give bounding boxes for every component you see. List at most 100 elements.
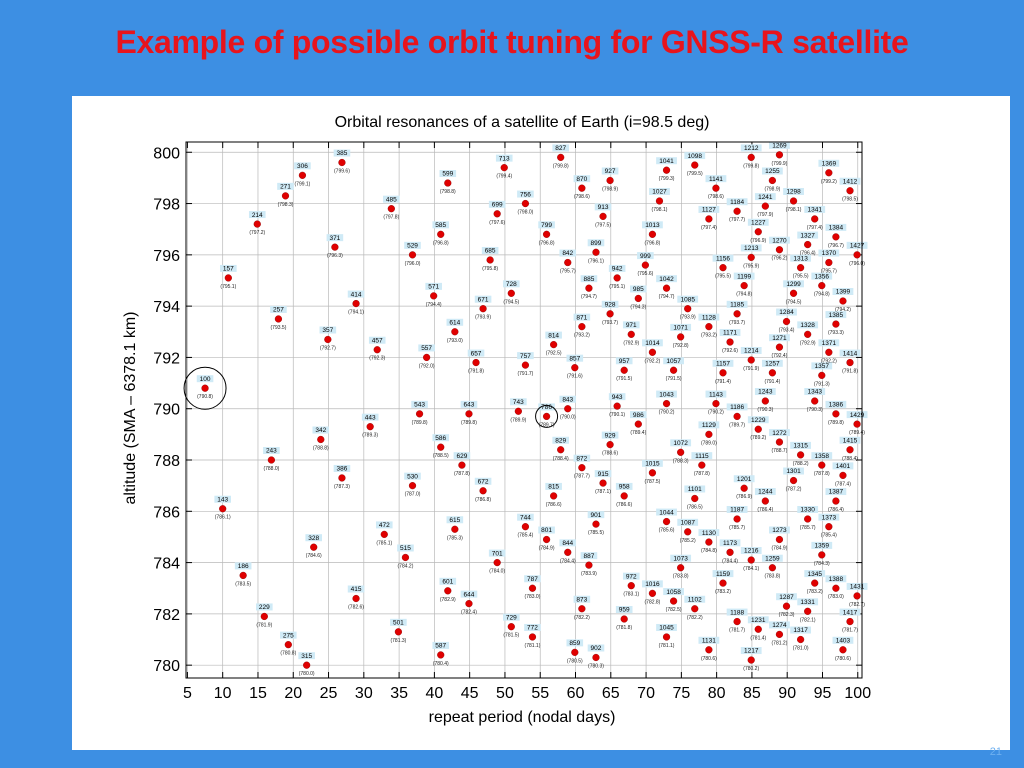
point-altitude-label: (786.4) — [757, 507, 773, 513]
data-point — [500, 164, 508, 172]
data-point — [677, 448, 685, 456]
data-point-group: 701 (784.0) — [488, 549, 506, 575]
point-altitude-label: (788.8) — [313, 445, 329, 451]
point-label: 586 — [435, 435, 446, 442]
data-point-group: 1270 (796.2) — [769, 236, 790, 262]
point-label-box — [790, 254, 812, 262]
point-label: 629 — [456, 453, 467, 460]
point-label-box — [559, 539, 577, 547]
point-label-box — [220, 264, 237, 272]
data-point-group: 999 (795.6) — [637, 252, 654, 277]
point-label-box — [312, 426, 330, 434]
point-altitude-label: (789.2) — [750, 435, 766, 441]
point-altitude-label: (789.3) — [362, 433, 378, 439]
data-point — [705, 538, 713, 546]
point-label: 1356 — [815, 273, 830, 280]
data-point — [224, 274, 232, 282]
point-label-box — [375, 521, 393, 529]
data-point — [521, 361, 530, 369]
x-tick-label: 40 — [425, 685, 443, 702]
data-point — [253, 220, 261, 228]
point-altitude-label: (793.9) — [475, 315, 491, 321]
point-label: 1188 — [730, 609, 744, 616]
axis-ticks: 5 10 15 20 25 30 35 40 45 50 55 60 65 70 75 80 85 90 95 100… — [153, 142, 871, 702]
data-point — [592, 653, 600, 662]
point-label-box — [333, 464, 351, 472]
point-label-box — [761, 554, 783, 562]
point-label-box — [832, 636, 854, 644]
point-label-box — [608, 393, 626, 401]
point-label-box — [740, 647, 762, 655]
data-point — [832, 320, 840, 328]
point-label-box — [404, 241, 421, 249]
y-axis-label: altitude (SMA – 6378.1 km) — [122, 312, 139, 505]
data-point-group: 1341 (797.4) — [804, 205, 826, 231]
point-altitude-label: (790.3) — [757, 407, 773, 413]
data-point — [768, 176, 776, 185]
point-label: 787 — [527, 576, 538, 583]
data-point — [557, 153, 565, 161]
point-label: 1058 — [666, 589, 681, 596]
data-point-group: 644 (782.4) — [460, 590, 478, 616]
data-point — [825, 348, 833, 356]
data-point — [775, 438, 784, 446]
point-altitude-label: (782.9) — [440, 597, 456, 603]
data-point — [542, 535, 551, 544]
data-point — [408, 251, 417, 259]
data-point — [338, 158, 346, 167]
data-point — [260, 612, 268, 621]
data-point — [557, 446, 565, 454]
data-point-group: 859 (780.5) — [566, 639, 584, 664]
point-altitude-label: (789.8) — [828, 420, 844, 426]
point-label-box — [630, 285, 647, 293]
point-altitude-label: (780.0) — [299, 671, 315, 677]
data-point-group: 515 (784.2) — [397, 544, 414, 569]
data-point-group: 829 (788.4) — [552, 436, 569, 462]
point-altitude-label: (785.2) — [680, 538, 696, 544]
point-label-box — [698, 205, 720, 213]
data-point-group: 530 (787.0) — [404, 472, 421, 498]
data-point — [719, 369, 727, 377]
data-point-group: 713 (799.4) — [495, 154, 513, 180]
point-label: 1128 — [702, 314, 716, 321]
data-point-group: 671 (793.9) — [474, 295, 492, 321]
point-label: 1331 — [800, 599, 815, 606]
data-point-group: 1212 (799.8) — [740, 144, 762, 169]
data-point — [818, 282, 826, 290]
point-label: 1317 — [793, 627, 808, 634]
point-label-box — [719, 329, 741, 337]
point-label: 1427 — [850, 243, 865, 250]
data-point-group: 901 (785.5) — [587, 511, 605, 536]
point-label: 1156 — [716, 255, 730, 262]
point-altitude-label: (790.1) — [609, 412, 625, 418]
point-label: 1027 — [652, 189, 667, 196]
point-label-box — [804, 205, 826, 213]
point-label-box — [663, 357, 684, 365]
data-point — [472, 358, 480, 367]
data-point — [804, 240, 812, 249]
data-point — [592, 248, 600, 256]
x-tick-label: 65 — [602, 685, 620, 702]
data-point — [324, 335, 332, 344]
point-altitude-label: (795.7) — [560, 269, 576, 275]
point-altitude-label: (781.1) — [525, 643, 541, 649]
data-point-group: 1098 (799.5) — [684, 152, 706, 177]
point-altitude-label: (794.5) — [503, 299, 519, 305]
data-point — [599, 479, 607, 487]
data-point — [811, 215, 819, 223]
x-tick-label: 30 — [355, 685, 373, 702]
point-altitude-label: (787.5) — [645, 479, 661, 485]
point-altitude-label: (781.7) — [842, 628, 858, 634]
point-altitude-label: (795.6) — [637, 271, 653, 277]
point-altitude-label: (799.3) — [659, 176, 675, 182]
point-label-box — [825, 400, 847, 408]
point-label: 1073 — [673, 555, 688, 562]
point-label: 1041 — [659, 158, 674, 165]
point-altitude-label: (784.1) — [743, 566, 759, 572]
data-point-group: 844 (784.4) — [559, 539, 577, 564]
point-label-box — [776, 593, 797, 601]
data-point — [366, 423, 374, 431]
data-point-group: 342 (788.8) — [312, 426, 330, 451]
point-label: 1184 — [730, 199, 744, 206]
point-label: 615 — [449, 517, 460, 524]
